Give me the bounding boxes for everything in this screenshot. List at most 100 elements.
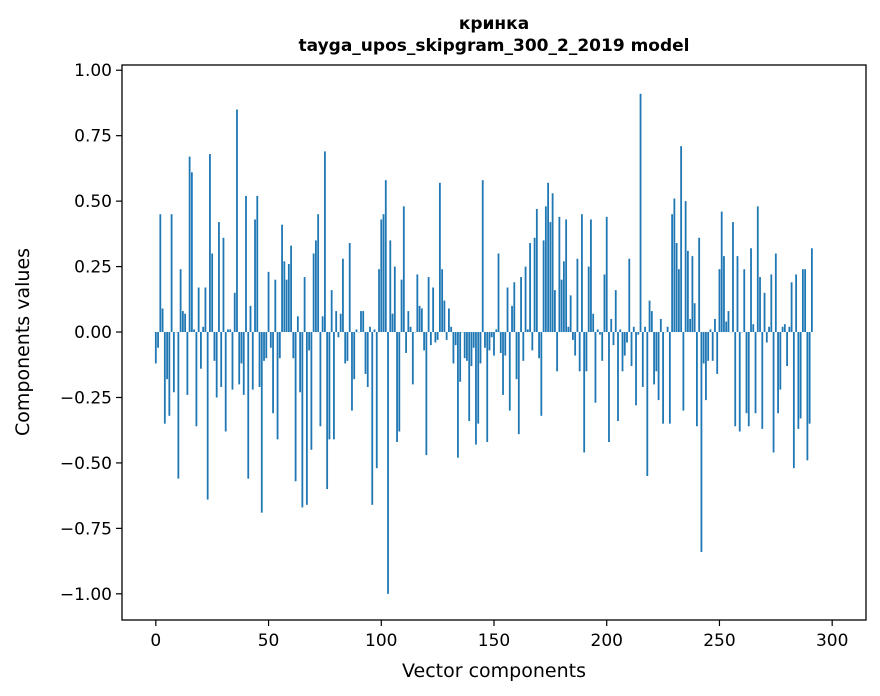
bar: [786, 332, 788, 367]
bar: [752, 324, 755, 333]
bar: [585, 332, 588, 372]
bar: [596, 329, 599, 333]
bar: [188, 156, 191, 333]
bar: [242, 332, 245, 395]
bar: [405, 332, 407, 353]
bar: [488, 332, 491, 351]
bar: [355, 329, 358, 333]
bar: [700, 332, 703, 552]
bar: [644, 326, 646, 333]
bar: [506, 287, 509, 333]
bar: [459, 332, 462, 382]
bar: [576, 258, 579, 333]
bar: [420, 308, 423, 333]
bar: [542, 240, 545, 333]
bar: [206, 332, 209, 500]
bar: [804, 269, 807, 333]
x-axis-label: Vector components: [402, 660, 586, 682]
bar: [495, 329, 498, 333]
bar: [285, 279, 288, 333]
bar: [181, 311, 184, 333]
bar: [382, 214, 385, 333]
bar: [227, 329, 229, 333]
bar: [605, 216, 608, 333]
y-tick-label: 0.25: [74, 258, 112, 278]
bar: [416, 274, 419, 333]
bar: [572, 332, 574, 340]
bar: [445, 332, 448, 340]
bar: [324, 151, 326, 333]
bar: [170, 214, 173, 333]
bar: [738, 332, 741, 432]
y-tick-label: 0.75: [74, 127, 112, 147]
bar: [734, 332, 737, 427]
bar: [535, 208, 538, 333]
bar: [511, 305, 513, 333]
bar: [434, 332, 437, 343]
bar: [330, 290, 333, 333]
bar: [186, 332, 189, 395]
bar: [402, 206, 405, 333]
bar: [659, 318, 662, 333]
bar: [337, 332, 340, 338]
bar: [179, 269, 182, 333]
bar: [592, 313, 595, 333]
bar: [443, 300, 446, 333]
bar: [348, 243, 351, 333]
bar: [531, 332, 534, 351]
x-tick-label: 150: [478, 631, 510, 651]
bar: [166, 332, 168, 380]
bar: [260, 332, 263, 513]
bar: [211, 253, 214, 333]
bar: [326, 332, 329, 490]
bar: [666, 326, 669, 333]
bar: [161, 308, 164, 333]
bar: [612, 332, 615, 346]
bar: [317, 214, 320, 333]
bar: [432, 287, 435, 333]
bar: [209, 154, 211, 333]
bar: [154, 332, 157, 364]
bar: [673, 198, 676, 333]
bar: [777, 332, 779, 414]
bar: [578, 332, 581, 372]
y-tick-label: −1.00: [60, 585, 112, 605]
bar: [308, 332, 311, 351]
bar: [472, 332, 475, 348]
bar: [371, 332, 374, 505]
bar: [314, 240, 317, 333]
bar: [481, 180, 484, 333]
bar: [369, 326, 371, 333]
bar: [278, 332, 281, 359]
bar: [333, 332, 335, 440]
bar: [610, 318, 613, 333]
bar: [269, 332, 272, 348]
bar: [218, 222, 220, 333]
bar: [407, 311, 410, 333]
bar: [299, 332, 302, 393]
bar: [389, 240, 392, 333]
bar: [328, 332, 331, 440]
bar: [716, 332, 719, 374]
bar: [251, 332, 254, 390]
bar: [601, 332, 604, 361]
bar: [195, 332, 198, 427]
bar: [224, 332, 227, 432]
bar: [283, 261, 286, 333]
bar: [581, 214, 583, 333]
bar: [743, 269, 746, 333]
chart-title-group: кринка tayga_upos_skipgram_300_2_2019 mo…: [299, 14, 690, 56]
bar: [562, 261, 565, 333]
bar: [569, 295, 572, 333]
bar: [245, 195, 247, 333]
bar: [677, 269, 680, 333]
bar: [756, 206, 759, 333]
bar: [463, 332, 466, 359]
bar: [409, 326, 412, 333]
bar: [490, 332, 493, 338]
bar: [583, 332, 586, 453]
bar: [599, 332, 601, 335]
bar: [380, 219, 383, 333]
bar: [396, 332, 398, 442]
